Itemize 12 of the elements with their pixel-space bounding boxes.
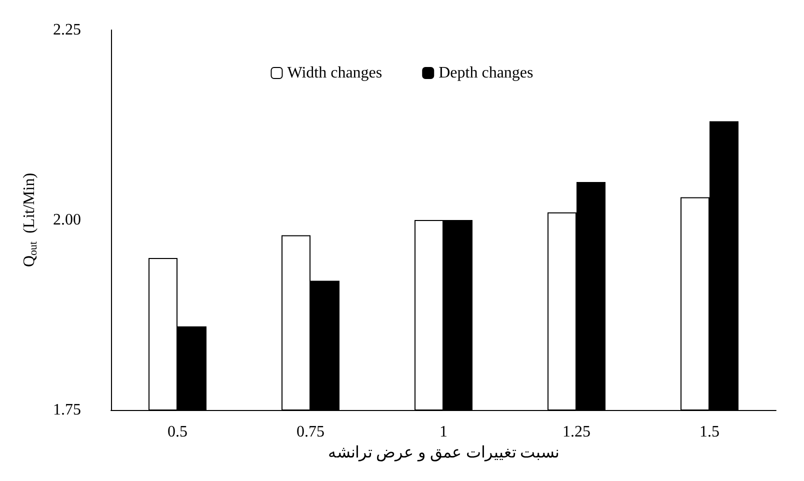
x-tick-label: 0.5 — [168, 424, 188, 440]
y-tick-label: 1.75 — [53, 402, 81, 418]
y-axis-title: Qout (Lit/Min) — [21, 172, 40, 268]
x-axis-title: نسبت تغییرات عمق و عرض ترانشه — [328, 444, 559, 462]
legend-label: Width changes — [287, 64, 382, 82]
y-tick-label: 2.00 — [53, 212, 81, 228]
x-tick-label: 0.75 — [296, 424, 324, 440]
x-tick-label: 1.25 — [562, 424, 590, 440]
x-tick-label: 1.5 — [700, 424, 720, 440]
legend-label: Depth changes — [438, 64, 534, 82]
x-tick-label: 1 — [440, 424, 448, 440]
y-tick-label: 2.25 — [53, 22, 81, 38]
